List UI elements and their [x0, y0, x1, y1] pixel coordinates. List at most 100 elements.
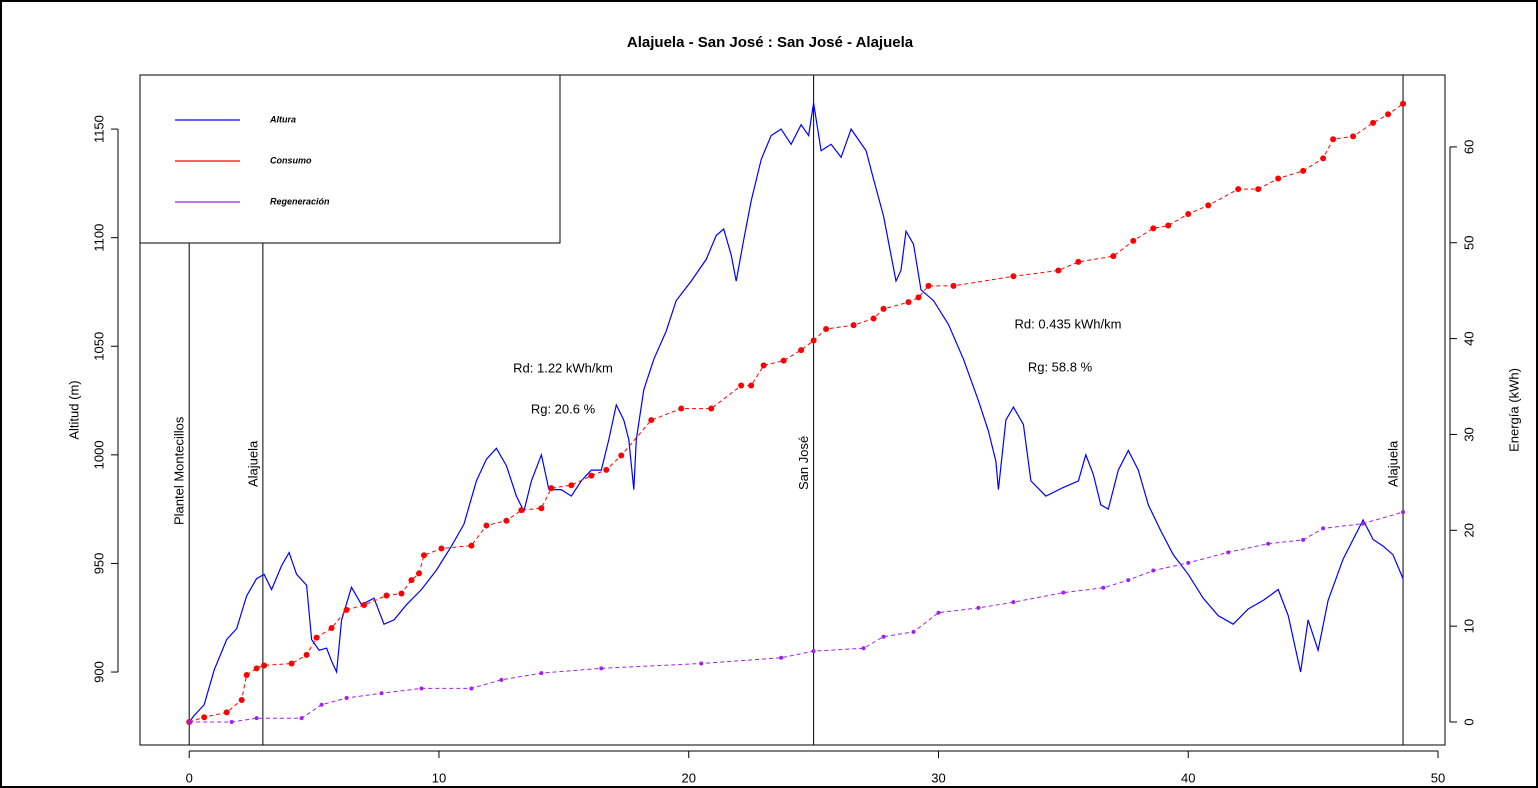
point	[1165, 222, 1172, 229]
point	[361, 602, 368, 609]
annotation: Rg: 20.6 %	[531, 401, 596, 416]
point	[1400, 100, 1407, 107]
marker-label: Alajuela	[245, 440, 260, 487]
point	[748, 382, 755, 389]
point	[1151, 568, 1156, 573]
point	[603, 466, 610, 473]
point	[1205, 202, 1212, 209]
point	[870, 315, 877, 322]
point	[319, 702, 324, 707]
point	[254, 716, 259, 721]
marker-label: San José	[796, 436, 811, 490]
point	[738, 382, 745, 389]
annotation: Rd: 0.435 kWh/km	[1015, 316, 1122, 331]
point	[760, 362, 767, 369]
y-axis-title: Altitud (m)	[66, 380, 81, 439]
point	[905, 299, 912, 306]
x-tick-label: 30	[931, 770, 945, 785]
point	[469, 686, 474, 691]
y-tick-label: 1050	[91, 332, 106, 361]
point	[911, 629, 916, 634]
point	[881, 634, 886, 639]
point	[1126, 578, 1131, 583]
point	[618, 452, 625, 459]
point	[810, 337, 817, 344]
annotation: Rg: 58.8 %	[1028, 359, 1093, 374]
point	[201, 714, 208, 721]
point	[238, 696, 245, 703]
point	[568, 482, 575, 489]
point	[1186, 560, 1191, 565]
point	[780, 357, 787, 364]
point	[1185, 210, 1192, 217]
point	[483, 522, 490, 529]
point	[1266, 541, 1271, 546]
marker-label: Plantel Montecillos	[172, 416, 187, 525]
point	[243, 672, 250, 679]
point	[343, 606, 350, 613]
chart-title: Alajuela - San José : San José - Alajuel…	[627, 34, 914, 51]
point	[253, 665, 260, 672]
point	[538, 505, 545, 512]
point	[1350, 133, 1357, 140]
point	[1401, 510, 1406, 515]
point	[976, 605, 981, 610]
point	[288, 660, 295, 667]
point	[708, 405, 715, 412]
point	[499, 677, 504, 682]
point	[599, 666, 604, 671]
point	[1235, 186, 1242, 193]
point	[648, 417, 655, 424]
point	[503, 517, 510, 524]
point	[438, 545, 445, 552]
point	[419, 686, 424, 691]
point	[950, 282, 957, 289]
point	[548, 485, 555, 492]
point	[313, 634, 320, 641]
point	[1011, 600, 1016, 605]
point	[539, 671, 544, 676]
point	[299, 716, 304, 721]
point	[850, 322, 857, 329]
marker-label: Alajuela	[1385, 440, 1400, 487]
y2-tick-label: 50	[1461, 236, 1476, 250]
point	[1101, 585, 1106, 590]
point	[925, 282, 932, 289]
point	[1255, 186, 1262, 193]
point	[1110, 253, 1117, 260]
point	[1055, 267, 1062, 274]
y2-tick-label: 0	[1461, 718, 1476, 725]
point	[229, 719, 234, 724]
point	[1320, 155, 1327, 162]
point	[1330, 136, 1337, 143]
point	[415, 570, 422, 577]
y2-tick-label: 20	[1461, 523, 1476, 537]
legend-label: Altura	[269, 114, 296, 124]
y2-axis-title: Energía (kWh)	[1506, 368, 1521, 452]
point	[383, 592, 390, 599]
point	[1361, 521, 1366, 526]
point	[1321, 526, 1326, 531]
point	[1061, 590, 1066, 595]
point	[936, 610, 941, 615]
y-tick-label: 1150	[91, 115, 106, 143]
point	[420, 552, 427, 559]
point	[1075, 258, 1082, 265]
point	[678, 405, 685, 412]
point	[223, 709, 230, 716]
legend-box	[139, 74, 561, 244]
point	[261, 662, 268, 669]
point	[468, 542, 475, 549]
point	[398, 590, 405, 597]
point	[811, 649, 816, 654]
point	[344, 696, 349, 701]
point	[1130, 237, 1137, 244]
point	[408, 577, 415, 584]
y2-tick-label: 30	[1461, 427, 1476, 441]
y2-tick-label: 60	[1461, 140, 1476, 154]
point	[1010, 273, 1017, 280]
point	[779, 655, 784, 660]
y-tick-label: 1000	[91, 440, 106, 469]
